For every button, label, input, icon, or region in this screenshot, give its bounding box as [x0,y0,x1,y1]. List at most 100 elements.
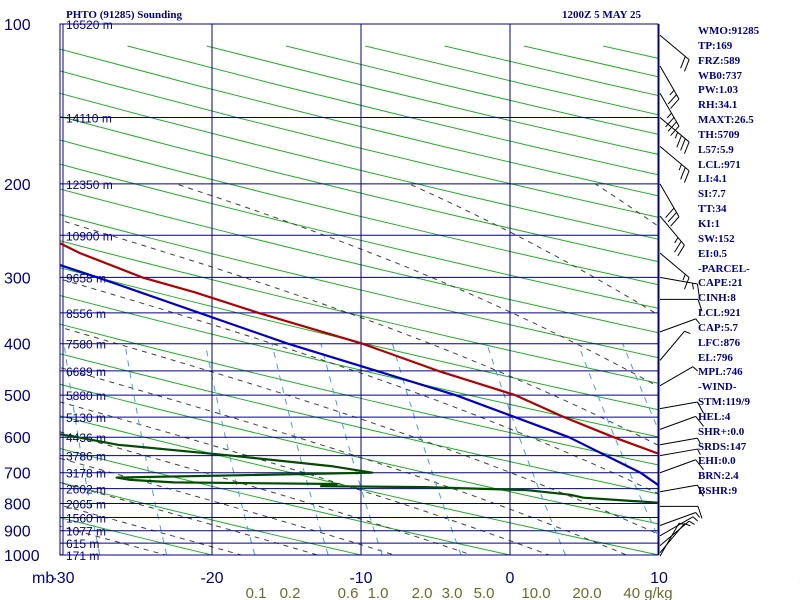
mixing-ratio-line [392,343,462,555]
dewpoint-line [60,433,658,504]
x-unit-label: mb [32,570,54,587]
parameter-item: RH:34.1 [698,99,738,112]
height-label: 5880 m [66,389,106,403]
mixing-ratio-label: 3.0 [442,585,463,600]
parameter-item: -WIND- [698,381,737,394]
mixing-ratio-line [63,343,101,555]
parameter-list: WMO:91285 TP:169 FRZ:589 WB0:737 PW:1.03 RH:3… [698,24,798,499]
parameter-item: SW:152 [698,232,735,245]
height-label: 2602 m [66,483,106,497]
mixing-ratio-line [622,343,658,431]
parameter-item: LI:4.1 [698,173,728,186]
mixing-ratio-label: 0.6 [338,585,359,600]
dry-adiabat-line [60,214,658,359]
dry-adiabat-line [60,240,658,384]
height-label: 3786 m [66,450,106,464]
pressure-tick-label: 900 [4,524,31,541]
height-label: 171 m [66,549,99,563]
wind-barb [660,298,703,312]
wind-barb [659,520,695,546]
mixing-ratio-label: 2.0 [412,585,433,600]
height-label: 6689 m [66,365,106,379]
wind-barb [659,437,701,446]
sounding-time: 1200Z 5 MAY 25 [562,9,641,21]
mixing-ratio-lines [63,343,658,555]
moist-adiabat-line [60,326,658,535]
station-title: PHTO (91285) Sounding [66,9,182,21]
parameter-item: PW:1.03 [698,84,739,97]
wind-barb [659,330,691,361]
mixing-ratio-label: 5.0 [474,585,495,600]
dry-adiabat-line [60,163,658,309]
height-label: 1560 m [66,512,106,526]
parameter-item: BSHR:9 [698,485,738,498]
parameter-item: CINH:8 [698,292,736,305]
parcel-line [60,263,658,487]
mixing-ratio-label: 40 g/kg [623,585,672,600]
moist-adiabat-line [60,401,551,555]
temperature-line [60,242,658,455]
wind-barbs [659,34,704,557]
parameter-item: EHI:0.0 [698,455,736,468]
wind-barb [659,523,691,554]
temperature-tick-label: 0 [506,570,515,587]
wind-barb [659,65,680,109]
temperature-tick-label: -30 [51,570,74,587]
dry-adiabats [60,45,658,555]
height-label: 9658 m [66,271,106,285]
temperature-tick-label: -10 [349,570,372,587]
parameter-item: TP:169 [698,39,733,52]
parameter-item: MPL:746 [698,366,743,379]
dry-adiabat-line [60,294,658,438]
height-label: 16520 m [66,18,113,32]
pressure-tick-label: 800 [4,497,31,514]
wind-barb [659,484,704,497]
dry-adiabat-line [60,383,658,525]
height-label: 2065 m [66,498,106,512]
height-label: 8556 m [66,307,106,321]
pressure-tick-label: 600 [4,430,31,447]
dry-adiabat-line [60,517,215,555]
wind-barb [659,522,686,557]
pressure-tick-label: 200 [4,177,31,194]
dry-adiabat-line [60,188,658,334]
pressure-tick-label: 100 [4,17,31,34]
wind-barb [659,117,690,154]
dry-adiabat-line [60,448,513,555]
wind-barb [659,145,690,183]
wind-barb [659,183,680,227]
parameter-item: LCL:971 [698,158,741,171]
mixing-ratio-label: 0.1 [246,585,267,600]
height-label: 3178 m [66,467,106,481]
height-label: 1077 m [66,525,106,539]
mixing-ratio-label: 20.0 [572,585,601,600]
parameter-item: TH:5709 [698,128,740,141]
moist-adiabat-line [60,457,397,555]
dry-adiabat-line [60,115,658,263]
height-label: 10900 m [66,229,113,243]
profiles [60,242,658,504]
pressure-tick-label: 1000 [4,548,40,565]
parameter-item: CAPE:21 [698,277,743,290]
temperature-axis-labels: mb-80-70-60-50-40-30-20-10010203040 [32,570,800,587]
parameter-item: BRN:2.4 [698,470,739,483]
mixing-ratio-label: 10.0 [521,585,550,600]
mixing-ratio-labels: 0.1 0.2 0.6 1.0 2.0 3.0 5.0 10.0 20.0 40 g/kg [246,585,673,600]
pressure-tick-label: 300 [4,270,31,287]
moist-adiabat-line [175,183,658,387]
dry-adiabat-line [60,323,658,466]
mixing-ratio-line [271,343,329,555]
parameter-item: FRZ:589 [698,54,741,67]
parameter-item: STM:119/9 [698,396,750,409]
mixing-ratio-line [204,343,256,555]
temperature-tick-label: 10 [650,570,668,587]
parameter-item: SRDS:147 [698,440,747,453]
parameter-item: LFC:876 [698,336,741,349]
moist-adiabat-line [60,219,658,446]
parameter-item: L57:5.9 [698,143,734,156]
wind-barb [659,215,685,257]
wind-barb [659,512,701,526]
grid [59,23,660,556]
moist-adiabat-line [60,278,658,495]
parameter-item: MAXT:26.5 [698,114,754,127]
